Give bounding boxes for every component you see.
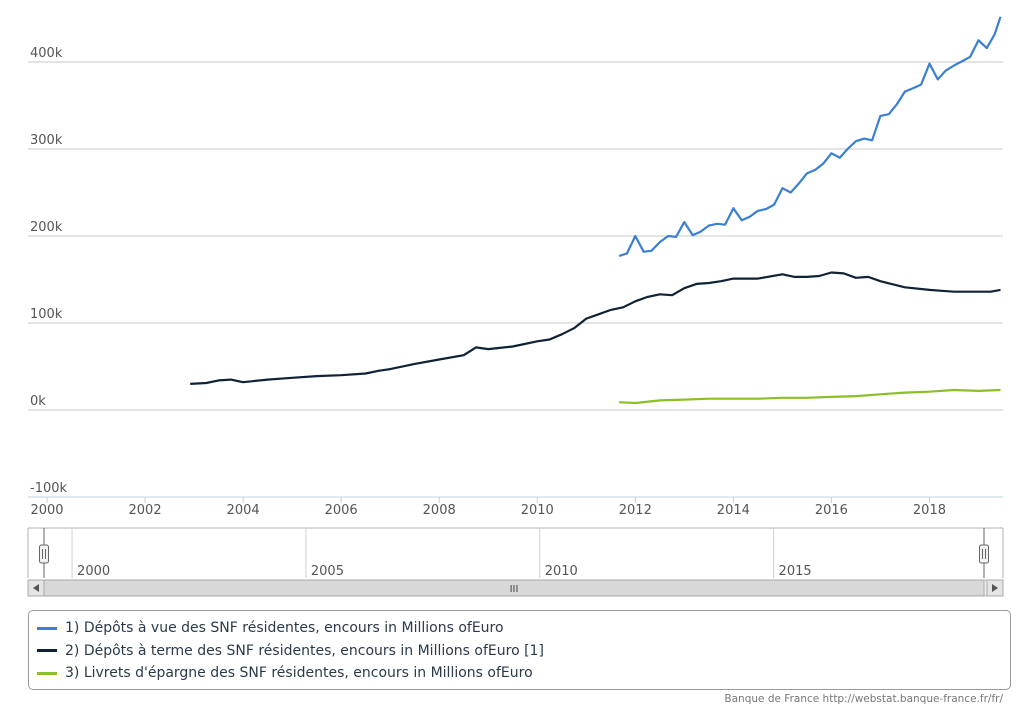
series-line-3 <box>619 388 1001 405</box>
scroll-left-arrow-icon <box>33 584 39 592</box>
legend-label-depots-a-terme: 2) Dépôts à terme des SNF résidentes, en… <box>65 642 544 659</box>
y-axis-labels: -100k 0k 100k 200k 300k 400k <box>30 46 68 496</box>
y-tick-label: 100k <box>30 307 63 322</box>
y-tick-label: 300k <box>30 133 63 148</box>
y-tick-label: 200k <box>30 220 63 235</box>
navigator-right-handle[interactable] <box>979 544 989 564</box>
legend-label-depots-a-vue: 1) Dépôts à vue des SNF résidentes, enco… <box>65 620 504 637</box>
x-tick-label: 2016 <box>815 503 848 518</box>
navigator-left-handle[interactable] <box>39 544 49 564</box>
x-tick-label: 2006 <box>325 503 358 518</box>
legend-swatch-livrets-epargne <box>37 671 57 675</box>
scrollbar-grip: III <box>510 584 519 595</box>
navigator-year-label: 2005 <box>311 564 344 579</box>
legend-item-depots-a-terme[interactable]: 2) Dépôts à terme des SNF résidentes, en… <box>37 640 1010 663</box>
x-tick-label: 2018 <box>913 503 946 518</box>
navigator-year-label: 2000 <box>77 564 110 579</box>
y-tick-label: 400k <box>30 46 63 61</box>
navigator-year-label: 2010 <box>545 564 578 579</box>
x-tick-label: 2004 <box>227 503 260 518</box>
legend: 1) Dépôts à vue des SNF résidentes, enco… <box>28 610 1011 690</box>
y-tick-label: -100k <box>30 481 68 496</box>
grid-lines <box>28 61 1003 498</box>
series-lines <box>190 16 1002 405</box>
series-line-1 <box>618 16 1002 258</box>
legend-item-livrets-epargne[interactable]: 3) Livrets d'épargne des SNF résidentes,… <box>37 662 1010 685</box>
scroll-right-arrow-icon <box>992 584 998 592</box>
x-tick-label: 2010 <box>521 503 554 518</box>
navigator-year-label: 2015 <box>779 564 812 579</box>
x-tick-label: 2012 <box>619 503 652 518</box>
x-tick-label: 2002 <box>129 503 162 518</box>
navigator[interactable]: 2000 2005 2010 2015 <box>27 527 1004 579</box>
legend-item-depots-a-vue[interactable]: 1) Dépôts à vue des SNF résidentes, enco… <box>37 617 1010 640</box>
x-tick-label: 2008 <box>423 503 456 518</box>
x-tick-label: 2000 <box>30 503 63 518</box>
x-tick-label: 2014 <box>717 503 750 518</box>
x-axis: 2000 2002 2004 2006 2008 2010 2012 2014 2016 2018 <box>28 496 1003 518</box>
legend-swatch-depots-a-terme <box>37 649 57 653</box>
scrollbar[interactable]: III <box>27 579 1004 597</box>
navigator-background <box>44 528 984 578</box>
legend-swatch-depots-a-vue <box>37 626 57 630</box>
y-tick-label: 0k <box>30 394 46 409</box>
series-line-2 <box>190 271 1001 385</box>
legend-label-livrets-epargne: 3) Livrets d'épargne des SNF résidentes,… <box>65 665 533 682</box>
credits-link[interactable]: Banque de France http://webstat.banque-f… <box>724 693 1003 705</box>
chart-svg: -100k 0k 100k 200k 300k 400k 2000 2002 2004 2006… <box>27 16 1004 597</box>
